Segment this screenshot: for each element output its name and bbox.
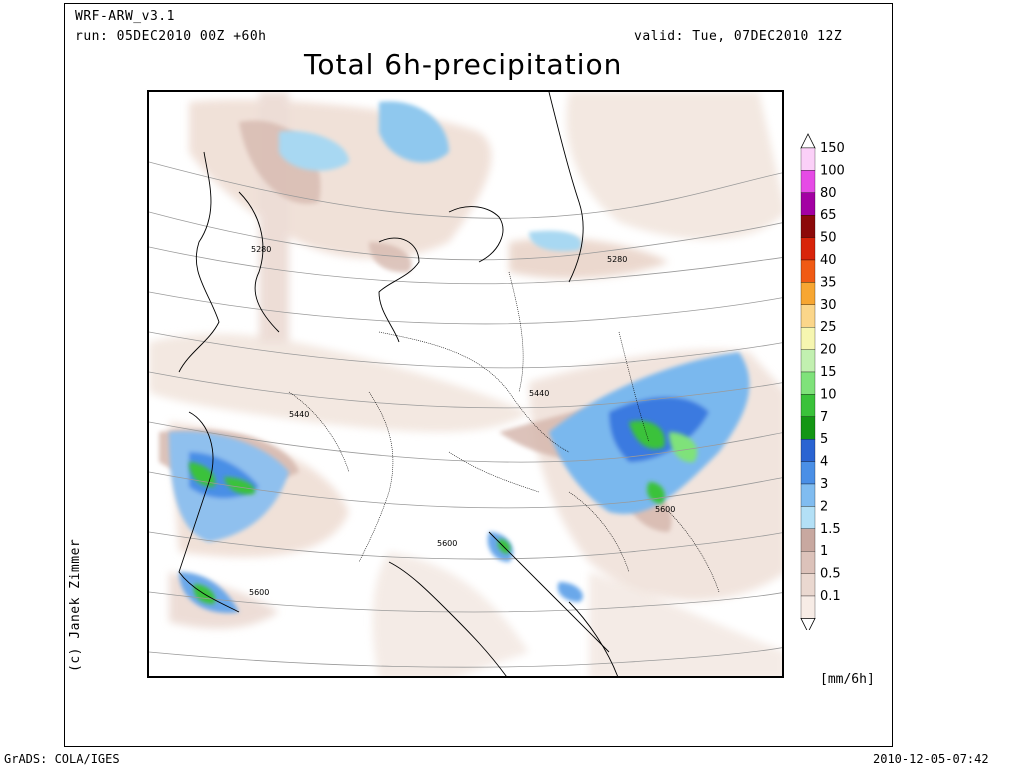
colorbar-box (800, 394, 816, 417)
colorbar-label: 2 (820, 499, 828, 514)
colorbar-box (800, 551, 816, 574)
colorbar-label: 0.5 (820, 567, 841, 582)
colorbar-label: 100 (820, 163, 845, 178)
colorbar-box (800, 595, 816, 619)
precip-colorbar: 150 100 80 65 50 40 35 30 25 20 15 10 7 5 4 3 2 1.5 1 0.5 0.… (800, 133, 845, 630)
colorbar-label: 5 (820, 432, 828, 447)
valid-label: valid: Tue, 07DEC2010 12Z (634, 29, 843, 44)
geopotential-contours (149, 161, 782, 668)
colorbar-box (800, 259, 816, 283)
colorbar-label: 4 (820, 455, 828, 470)
contour-label: 5440 (529, 389, 549, 398)
colorbar-boxes (800, 133, 816, 630)
colorbar-box (800, 416, 816, 440)
colorbar-arrow-bottom (800, 617, 816, 630)
footer-software: GrADS: COLA/IGES (4, 752, 120, 766)
colorbar-label: 150 (820, 141, 845, 156)
colorbar-label: 1 (820, 544, 828, 559)
colorbar-box (800, 573, 816, 597)
colorbar-box (800, 371, 816, 395)
colorbar-label: 1.5 (820, 522, 841, 537)
colorbar-box (800, 439, 816, 462)
colorbar-label: 80 (820, 186, 837, 201)
colorbar-box (800, 506, 816, 529)
map-canvas: 5280 5280 5440 5440 5600 5600 5600 (149, 92, 782, 676)
colorbar-label: 50 (820, 231, 837, 246)
contour-label: 5600 (437, 539, 457, 548)
colorbar-box (800, 237, 816, 261)
colorbar-label: 10 (820, 387, 837, 402)
colorbar-label: 40 (820, 253, 837, 268)
colorbar-box (800, 304, 816, 328)
colorbar-label: 25 (820, 320, 837, 335)
colorbar-label: 3 (820, 477, 828, 492)
colorbar-box (800, 349, 816, 373)
contour-label: 5280 (251, 245, 271, 254)
author-credit: (c) Janek Zimmer (68, 538, 83, 672)
chart-title: Total 6h-precipitation (304, 48, 623, 81)
colorbar-box (800, 483, 816, 507)
colorbar-label: 35 (820, 275, 837, 290)
colorbar-box (800, 215, 816, 238)
colorbar-arrow-top (800, 133, 816, 149)
precipitation-map: 5280 5280 5440 5440 5600 5600 5600 (147, 90, 784, 678)
colorbar-label: 20 (820, 343, 837, 358)
contour-label: 5600 (249, 588, 269, 597)
colorbar-box (800, 461, 816, 485)
colorbar-box (800, 327, 816, 350)
colorbar-box (800, 282, 816, 305)
country-borders (288, 271, 720, 593)
colorbar-labels: 150 100 80 65 50 40 35 30 25 20 15 10 7 5 4 3 2 1.5 1 0.5 0.… (820, 141, 845, 604)
unit-label: [mm/6h] (820, 672, 875, 687)
colorbar-box (800, 192, 816, 216)
colorbar-box (800, 528, 816, 552)
coastlines (178, 92, 618, 676)
colorbar-label: 65 (820, 208, 837, 223)
contour-label: 5280 (607, 255, 627, 264)
colorbar-box (800, 170, 816, 193)
run-label: run: 05DEC2010 00Z +60h (75, 29, 267, 44)
model-label: WRF-ARW_v3.1 (75, 9, 175, 24)
contour-label: 5440 (289, 410, 309, 419)
footer-timestamp: 2010-12-05-07:42 (873, 752, 989, 766)
colorbar-label: 15 (820, 365, 837, 380)
colorbar-label: 7 (820, 410, 828, 425)
colorbar-box (800, 147, 816, 171)
contour-labels: 5280 5280 5440 5440 5600 5600 5600 (249, 245, 675, 597)
contour-label: 5600 (655, 505, 675, 514)
colorbar-label: 30 (820, 298, 837, 313)
colorbar-label: 0.1 (820, 589, 841, 604)
